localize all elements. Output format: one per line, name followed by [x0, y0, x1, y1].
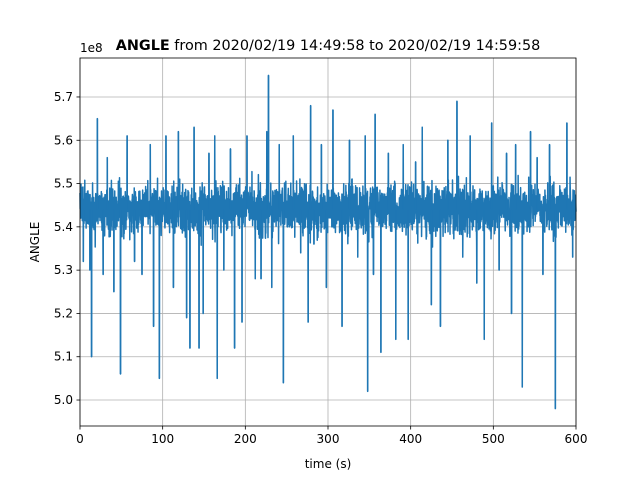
x-tick-label: 300	[317, 432, 340, 446]
chart-title-rest: from 2020/02/19 14:49:58 to 2020/02/19 1…	[170, 38, 541, 54]
x-tick-label: 400	[399, 432, 422, 446]
y-tick-label: 5.1	[54, 350, 73, 364]
y-offset-label: 1e8	[80, 41, 103, 55]
chart-title-bold: ANGLE	[116, 38, 170, 54]
y-tick-label: 5.0	[54, 393, 73, 407]
y-tick-label: 5.3	[54, 263, 73, 277]
y-tick-label: 5.7	[54, 90, 73, 104]
y-tick-label: 5.5	[54, 177, 73, 191]
y-tick-label: 5.4	[54, 220, 73, 234]
x-tick-label: 200	[234, 432, 257, 446]
y-tick-label: 5.6	[54, 133, 73, 147]
x-tick-label: 500	[482, 432, 505, 446]
x-tick-label: 100	[151, 432, 174, 446]
series-layer	[79, 74, 577, 410]
x-axis-label: time (s)	[305, 457, 352, 471]
series-line	[79, 74, 577, 410]
y-axis-label: ANGLE	[28, 222, 42, 263]
y-axis: 5.0 5.1 5.2 5.3 5.4 5.5 5.6 5.7	[54, 90, 80, 407]
x-tick-label: 600	[565, 432, 588, 446]
x-axis: 0 100 200 300 400 500 600	[76, 426, 587, 446]
chart-title: ANGLE from 2020/02/19 14:49:58 to 2020/0…	[116, 38, 541, 54]
x-tick-label: 0	[76, 432, 84, 446]
y-tick-label: 5.2	[54, 306, 73, 320]
